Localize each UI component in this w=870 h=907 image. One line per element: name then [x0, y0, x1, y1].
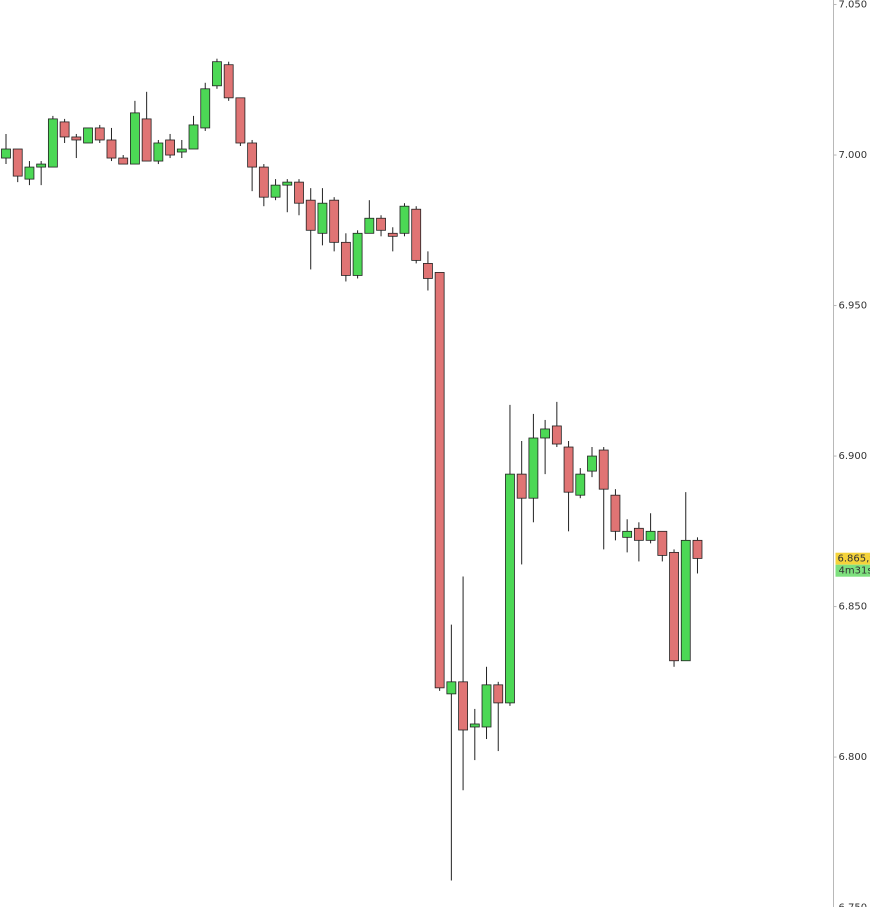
candle-body — [505, 473, 515, 704]
candle-body — [516, 473, 527, 499]
candle-body — [633, 527, 644, 541]
y-tick-label: 7.000 — [839, 150, 868, 161]
candle-body — [305, 199, 316, 231]
candle-body — [399, 205, 410, 234]
candle-body — [622, 530, 633, 538]
candle-body — [317, 202, 328, 234]
candle-body — [387, 232, 398, 237]
candle-body — [212, 61, 222, 87]
candle-body — [200, 88, 211, 129]
candle-body — [59, 121, 70, 138]
candle-body — [598, 449, 609, 490]
candle-body — [340, 241, 351, 276]
candle-body — [434, 272, 445, 689]
candle-body — [352, 232, 363, 276]
candle-body — [645, 530, 656, 541]
candle-body — [680, 539, 691, 662]
timer-tag — [835, 564, 870, 577]
candle-body — [493, 684, 504, 704]
candle-body — [188, 124, 199, 150]
y-tick-label: 6.900 — [839, 451, 868, 462]
candle-body — [141, 118, 152, 162]
candle-body — [36, 163, 47, 168]
candle-body — [282, 181, 293, 186]
candle-body — [610, 494, 621, 532]
candle-body — [94, 127, 105, 141]
candle-body — [165, 139, 175, 156]
candle-body — [247, 142, 258, 168]
candle-body — [176, 148, 187, 153]
candle-body — [329, 199, 340, 243]
candle-body — [270, 184, 281, 198]
candle-body — [411, 208, 422, 261]
candle-body — [235, 97, 246, 144]
candle-body — [423, 263, 433, 279]
candle-body — [458, 681, 468, 731]
candle-body — [71, 136, 82, 141]
candle-body — [376, 217, 386, 231]
candle-body — [446, 681, 457, 695]
candle-body — [692, 539, 703, 559]
candle-body — [12, 148, 23, 177]
candle-body — [575, 473, 586, 496]
candle-body — [1, 148, 11, 159]
candle-body — [223, 64, 234, 99]
y-tick-label: 7.050 — [839, 0, 868, 11]
candle-body — [106, 139, 117, 159]
candle-body — [481, 684, 492, 728]
y-tick-label: 6.750 — [839, 903, 868, 907]
candle-body — [669, 551, 679, 662]
candle-body — [551, 425, 562, 445]
candle-body — [258, 166, 269, 198]
candle-body — [47, 118, 58, 168]
candle-body — [364, 217, 375, 234]
last-price-tag — [835, 552, 870, 565]
candle-body — [657, 530, 668, 556]
candle-body — [130, 112, 140, 165]
candle-body — [83, 127, 93, 144]
candle-body — [587, 455, 597, 472]
candle-body — [294, 181, 304, 204]
candle-body — [528, 437, 539, 499]
candle-body — [153, 142, 164, 162]
candle-body — [563, 446, 574, 493]
candle-body — [118, 157, 129, 165]
y-tick-label: 6.850 — [839, 602, 868, 613]
candle-body — [540, 428, 551, 439]
candle-body — [469, 723, 480, 728]
candle-body — [24, 166, 35, 180]
last-price-label: 6.865,9 — [838, 554, 870, 565]
y-tick-label: 6.800 — [839, 752, 868, 763]
timer-label: 4m31s — [839, 566, 870, 577]
y-tick-label: 6.950 — [839, 301, 868, 312]
